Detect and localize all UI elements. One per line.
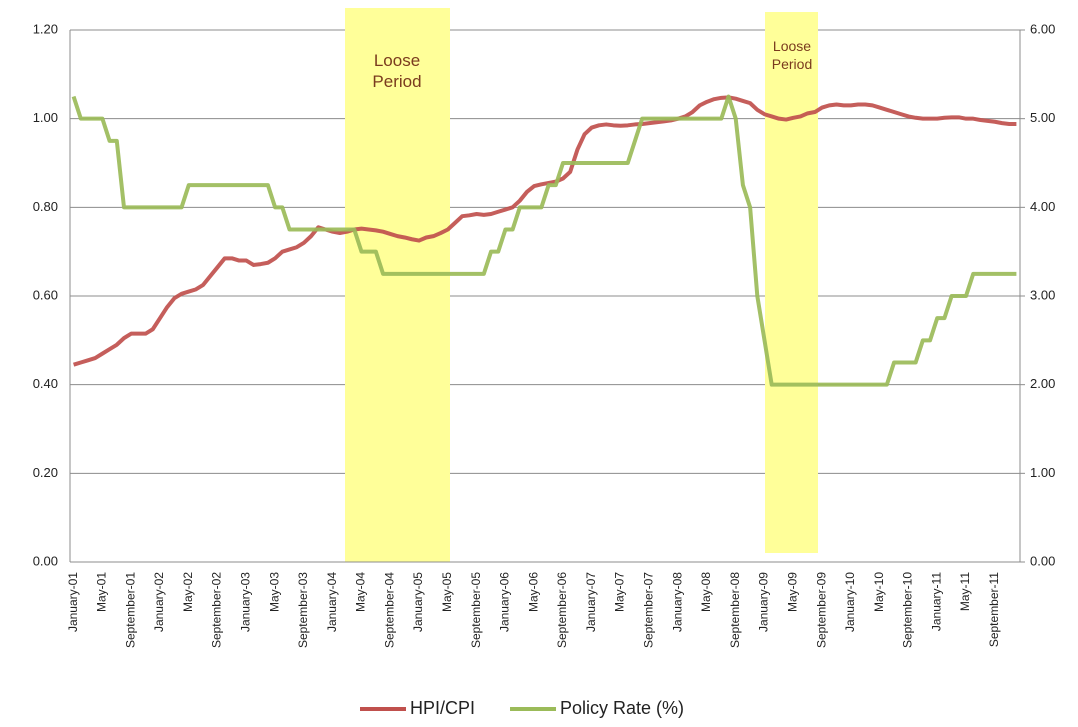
x-tick-label: January-08 bbox=[670, 572, 684, 632]
x-tick-label: May-08 bbox=[699, 572, 713, 612]
x-tick-label: January-10 bbox=[843, 572, 857, 632]
annotation: Loose Period bbox=[372, 51, 422, 92]
legend-label: Policy Rate (%) bbox=[560, 698, 684, 718]
x-tick-label: September-01 bbox=[123, 572, 137, 648]
x-tick-label: May-04 bbox=[354, 572, 368, 612]
x-tick-label: September-10 bbox=[901, 572, 915, 648]
x-tick-label: September-06 bbox=[555, 572, 569, 648]
line-series bbox=[71, 94, 1017, 387]
y2-tick-label: 6.00 bbox=[1030, 21, 1055, 36]
y-tick-label: 1.20 bbox=[33, 21, 58, 36]
y-tick-label: 0.00 bbox=[33, 553, 58, 568]
x-tick-label: September-04 bbox=[382, 572, 396, 648]
x-tick-label: September-11 bbox=[987, 572, 1001, 647]
x-tick-label: January-03 bbox=[238, 572, 252, 632]
loose-period-shade bbox=[765, 12, 818, 553]
x-tick-label: May-05 bbox=[440, 572, 454, 612]
y-tick-label: 1.00 bbox=[33, 110, 58, 125]
y2-tick-label: 3.00 bbox=[1030, 287, 1055, 302]
x-tick-label: September-05 bbox=[469, 572, 483, 648]
x-tick-label: January-06 bbox=[498, 572, 512, 632]
y2-tick-label: 1.00 bbox=[1030, 465, 1055, 480]
x-tick-label: September-09 bbox=[814, 572, 828, 648]
x-tick-label: January-09 bbox=[757, 572, 771, 632]
x-tick-label: January-04 bbox=[325, 572, 339, 632]
x-tick-label: September-07 bbox=[642, 572, 656, 648]
x-tick-label: January-01 bbox=[66, 572, 80, 632]
x-tick-label: January-02 bbox=[152, 572, 166, 632]
x-tick-label: May-10 bbox=[872, 572, 886, 612]
x-tick-label: January-05 bbox=[411, 572, 425, 632]
y-tick-label: 0.80 bbox=[33, 199, 58, 214]
y2-tick-label: 4.00 bbox=[1030, 199, 1055, 214]
x-tick-label: May-01 bbox=[95, 572, 109, 612]
x-tick-label: May-06 bbox=[526, 572, 540, 612]
loose-period-shade bbox=[345, 8, 450, 562]
y2-tick-label: 2.00 bbox=[1030, 376, 1055, 391]
x-tick-label: May-07 bbox=[613, 572, 627, 612]
x-tick-label: September-03 bbox=[296, 572, 310, 648]
x-tick-label: May-09 bbox=[785, 572, 799, 612]
y2-tick-label: 0.00 bbox=[1030, 553, 1055, 568]
y-tick-label: 0.40 bbox=[33, 376, 58, 391]
legend-label: HPI/CPI bbox=[410, 698, 475, 718]
x-tick-label: May-02 bbox=[181, 572, 195, 612]
x-tick-label: January-07 bbox=[584, 572, 598, 632]
y2-tick-label: 5.00 bbox=[1030, 110, 1055, 125]
x-tick-label: January-11 bbox=[929, 572, 943, 631]
y-tick-label: 0.20 bbox=[33, 465, 58, 480]
legend: HPI/CPI Policy Rate (%) bbox=[360, 698, 684, 718]
x-tick-label: May-11 bbox=[958, 572, 972, 611]
y-tick-label: 0.60 bbox=[33, 287, 58, 302]
x-tick-label: May-03 bbox=[267, 572, 281, 612]
x-tick-label: September-02 bbox=[210, 572, 224, 648]
line-series bbox=[73, 95, 1017, 367]
x-tick-label: September-08 bbox=[728, 572, 742, 648]
annotation: Loose Period bbox=[771, 38, 813, 72]
